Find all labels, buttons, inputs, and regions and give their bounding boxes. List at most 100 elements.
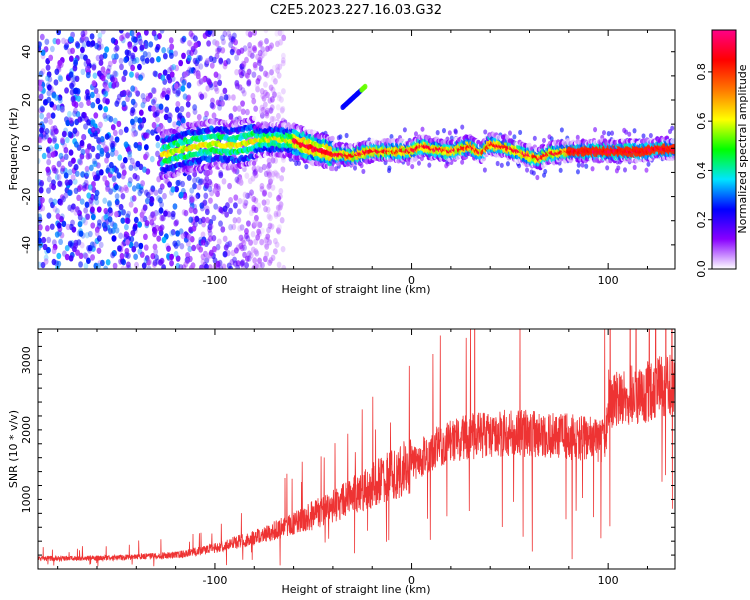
noise-blob (141, 117, 147, 124)
noise-blob (278, 188, 284, 195)
noise-blob (175, 100, 181, 108)
noise-blob (148, 188, 154, 195)
noise-blob (67, 240, 73, 247)
noise-blob (180, 232, 186, 240)
noise-blob (180, 117, 186, 125)
noise-blob (215, 47, 220, 54)
noise-blob (138, 38, 143, 46)
noise-blob (247, 31, 253, 38)
noise-blob (221, 178, 227, 185)
noise-blob (69, 82, 75, 90)
noise-blob (541, 137, 546, 144)
noise-blob (116, 185, 122, 192)
noise-blob (215, 260, 221, 268)
noise-blob (420, 126, 425, 132)
noise-blob (460, 159, 465, 165)
noise-blob (78, 261, 83, 268)
noise-blob (112, 77, 118, 84)
noise-blob (273, 157, 279, 164)
noise-blob (151, 214, 157, 222)
noise-blob (128, 201, 134, 208)
noise-blob (117, 245, 122, 252)
noise-blob (97, 32, 103, 39)
noise-blob (57, 180, 63, 187)
noise-blob (40, 261, 46, 269)
noise-blob (90, 254, 96, 261)
noise-blob (170, 229, 176, 236)
noise-blob (535, 174, 540, 181)
noise-blob (460, 124, 465, 130)
noise-blob (152, 70, 158, 77)
noise-blob (92, 160, 98, 167)
noise-blob (67, 204, 73, 212)
noise-blob (90, 213, 96, 221)
noise-blob (171, 63, 177, 71)
noise-blob (159, 257, 165, 265)
noise-blob (180, 180, 185, 188)
noise-blob (38, 41, 43, 48)
noise-blob (338, 134, 343, 140)
noise-blob (70, 80, 76, 88)
noise-blob (133, 116, 139, 123)
noise-blob (239, 224, 245, 231)
noise-blob (606, 131, 611, 137)
noise-blob (266, 183, 272, 190)
colorbar-tick-label: 0.6 (695, 112, 708, 130)
noise-blob (220, 34, 226, 41)
noise-blob (91, 64, 97, 71)
noise-blob (102, 81, 108, 88)
noise-blob (46, 96, 52, 104)
noise-blob (441, 128, 446, 134)
noise-blob (150, 129, 155, 136)
noise-blob (263, 81, 268, 88)
noise-blob (224, 211, 230, 218)
noise-blob (93, 112, 99, 119)
noise-blob (225, 58, 231, 65)
noise-blob (267, 169, 273, 176)
noise-blob (259, 238, 265, 246)
noise-blob (149, 155, 155, 163)
noise-blob (507, 130, 512, 136)
noise-blob (198, 177, 204, 185)
noise-blob (108, 209, 114, 217)
noise-blob (92, 158, 97, 165)
noise-blob (111, 82, 117, 89)
colorbar-ticks: 0.00.20.40.60.8 (695, 63, 712, 278)
noise-blob (131, 126, 137, 134)
noise-blob (158, 197, 163, 204)
noise-blob (88, 164, 94, 172)
noise-blob (251, 97, 257, 105)
noise-blob (132, 225, 138, 232)
noise-blob (271, 64, 277, 72)
noise-blob (62, 130, 67, 138)
noise-blob (173, 83, 179, 90)
noise-blob (83, 54, 88, 61)
noise-blob (151, 105, 156, 112)
noise-blob (294, 160, 299, 167)
noise-blob (228, 207, 233, 215)
noise-blob (39, 105, 45, 112)
noise-blob (159, 30, 165, 34)
noise-blob (270, 86, 276, 94)
noise-blob (276, 261, 282, 269)
noise-blob (57, 59, 63, 67)
noise-blob (56, 161, 62, 168)
noise-blob (128, 241, 134, 249)
noise-blob (146, 51, 152, 59)
noise-blob (102, 90, 108, 98)
noise-blob (204, 205, 210, 212)
noise-blob (252, 61, 258, 69)
noise-blob (262, 101, 268, 108)
noise-blob (94, 226, 100, 233)
noise-blob (161, 264, 167, 269)
noise-blob (38, 187, 44, 194)
noise-blob (67, 168, 73, 176)
noise-blob (69, 89, 75, 96)
noise-blob (518, 129, 523, 136)
noise-blob (670, 125, 675, 131)
spectrogram-y-label: Frequency (Hz) (7, 108, 20, 191)
noise-blob (193, 42, 199, 49)
noise-blob (139, 122, 145, 129)
noise-blob (192, 108, 198, 115)
noise-blob (46, 212, 52, 219)
